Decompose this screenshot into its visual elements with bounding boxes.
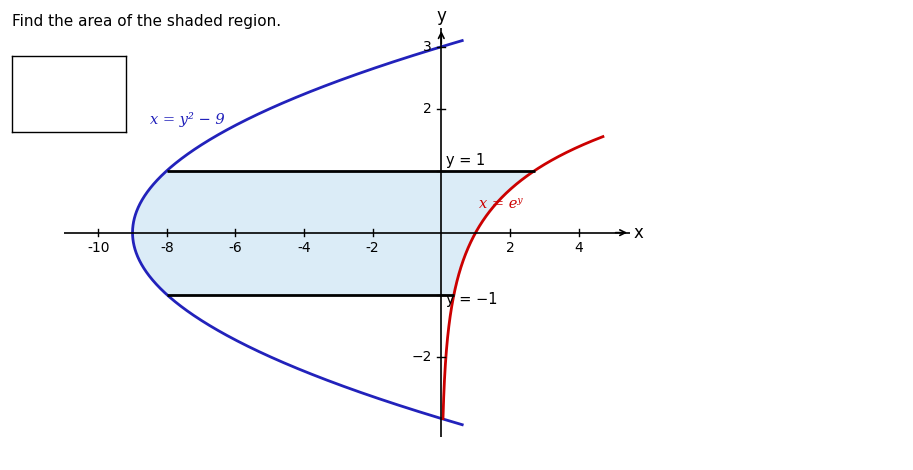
Text: -4: -4: [298, 241, 310, 255]
Text: y: y: [436, 7, 446, 25]
Text: 3: 3: [424, 40, 432, 54]
Text: -10: -10: [87, 241, 110, 255]
Text: y = 1: y = 1: [446, 153, 486, 168]
Text: -2: -2: [366, 241, 380, 255]
Text: -8: -8: [160, 241, 173, 255]
Text: Find the area of the shaded region.: Find the area of the shaded region.: [12, 14, 281, 29]
Text: x: x: [634, 224, 644, 242]
Text: 2: 2: [424, 102, 432, 116]
Text: 2: 2: [506, 241, 514, 255]
Text: −2: −2: [412, 350, 432, 364]
Text: x = y² − 9: x = y² − 9: [150, 112, 225, 127]
Text: y = −1: y = −1: [446, 291, 498, 306]
Text: -6: -6: [228, 241, 242, 255]
Text: x = eʸ: x = eʸ: [479, 197, 522, 211]
Text: 4: 4: [574, 241, 582, 255]
